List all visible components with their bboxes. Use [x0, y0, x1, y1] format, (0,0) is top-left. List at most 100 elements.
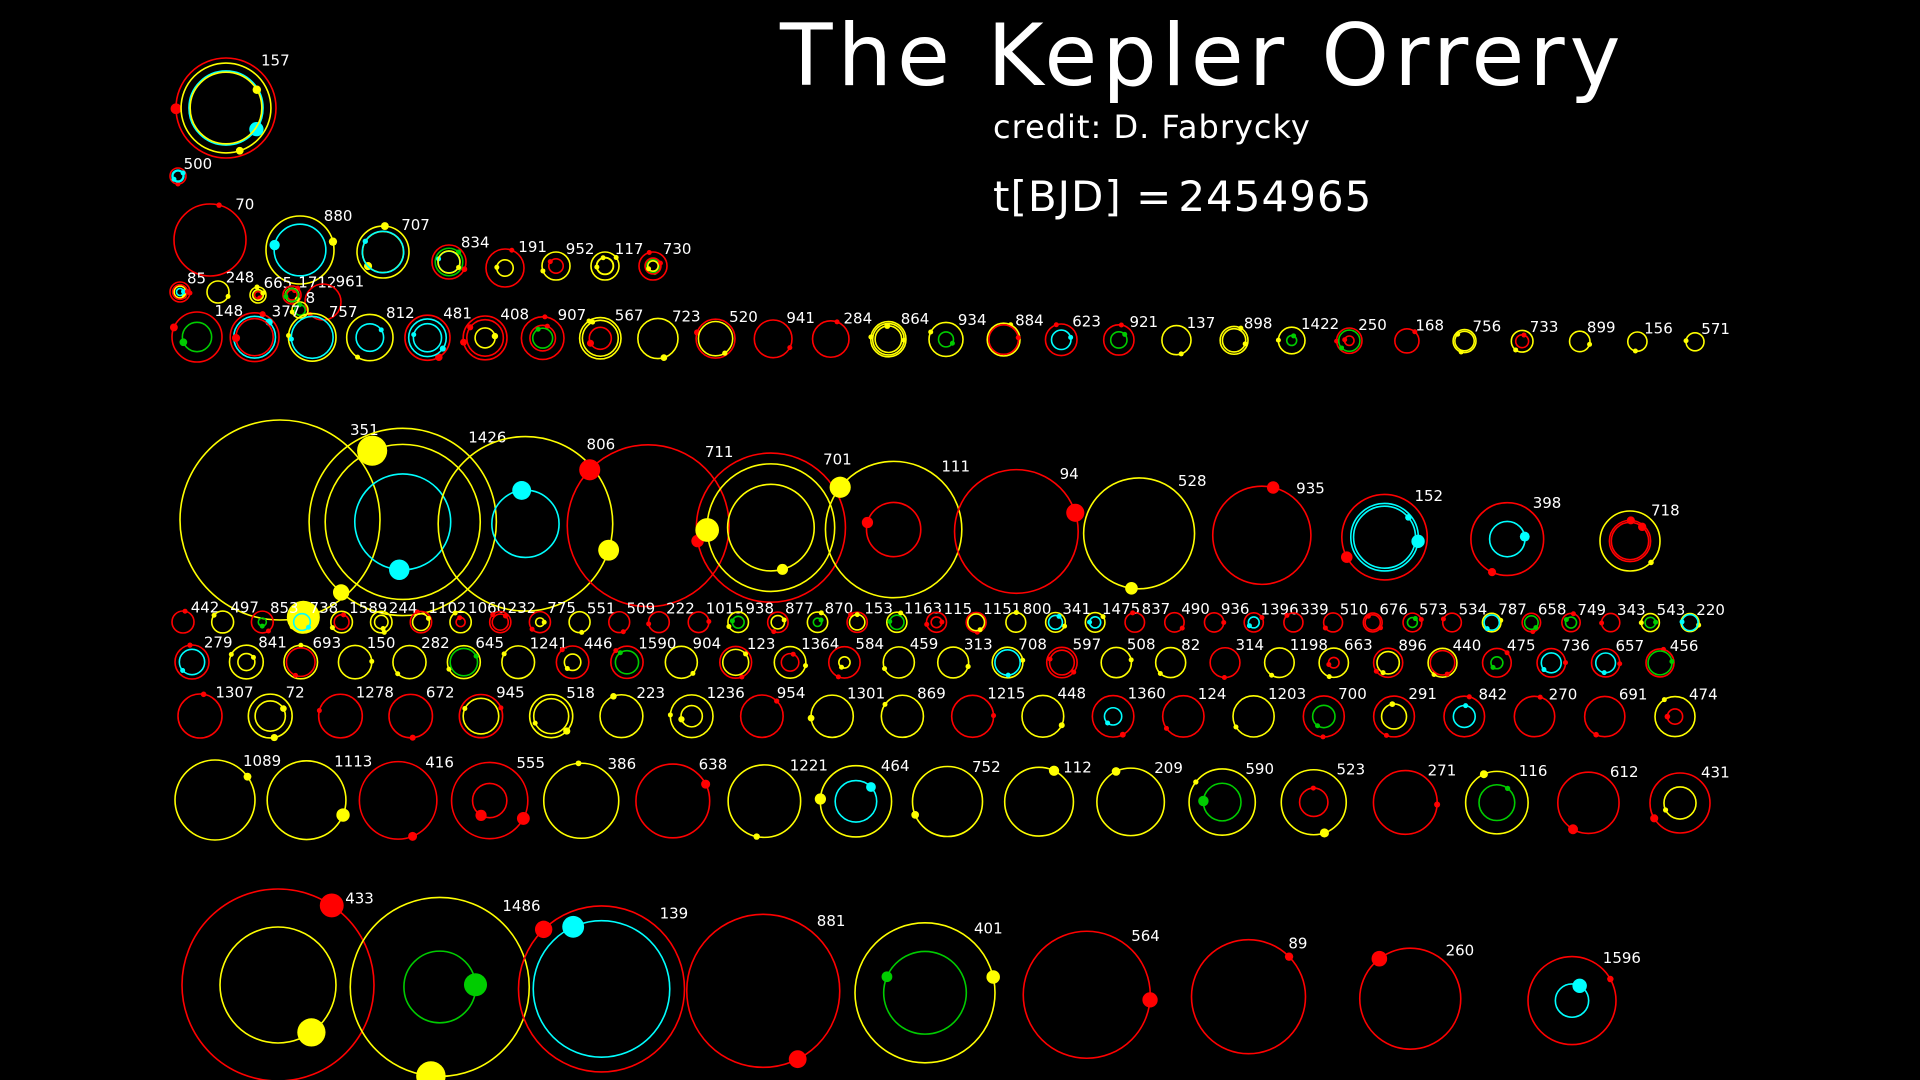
- orbit: [273, 223, 327, 277]
- orbit: [174, 759, 256, 841]
- orbit: [1443, 695, 1486, 738]
- orbit: [1362, 612, 1383, 633]
- planet: [939, 619, 945, 625]
- planetary-system: 663: [1318, 636, 1373, 680]
- planet: [1568, 824, 1578, 835]
- system-label: 474: [1689, 686, 1718, 704]
- orbit: [1427, 647, 1458, 679]
- orbit: [172, 170, 184, 182]
- orbit: [181, 321, 213, 353]
- system-label: 398: [1533, 494, 1562, 512]
- system-label: 1221: [790, 756, 828, 774]
- planetary-system: 139: [517, 904, 688, 1073]
- planet: [1418, 616, 1424, 622]
- planet: [1310, 785, 1316, 791]
- system-label: 260: [1446, 942, 1475, 960]
- planetary-system: 543: [1638, 601, 1685, 633]
- orbit: [928, 321, 964, 358]
- planet: [559, 647, 565, 653]
- planet: [562, 915, 585, 938]
- planet: [516, 811, 530, 825]
- system-label: 94: [1060, 465, 1079, 483]
- orbit: [290, 315, 334, 360]
- planet: [380, 222, 389, 231]
- system-label: 386: [608, 755, 637, 773]
- planet: [328, 237, 338, 246]
- system-label: 523: [1337, 761, 1366, 779]
- system-label: 282: [421, 634, 450, 652]
- orbit: [188, 70, 264, 146]
- planet: [170, 103, 182, 115]
- orbit: [1202, 782, 1242, 822]
- planet: [416, 1061, 446, 1080]
- page-title: The Kepler Orrery: [780, 6, 1626, 106]
- planetary-system: 638: [635, 756, 727, 839]
- planet: [542, 314, 548, 320]
- planetary-system: 401: [854, 919, 1003, 1064]
- planetary-system: 442: [171, 599, 219, 634]
- planetary-system: 676: [1362, 600, 1408, 633]
- planet: [887, 618, 893, 624]
- orbit: [369, 610, 393, 634]
- planet: [1513, 347, 1519, 353]
- orbit: [1649, 772, 1711, 834]
- planetary-system: 757: [286, 303, 358, 362]
- orbit: [237, 652, 256, 672]
- planet: [540, 268, 546, 274]
- orbit: [1322, 612, 1344, 633]
- system-label: 509: [627, 599, 656, 617]
- orbit: [1540, 652, 1563, 674]
- orbit: [638, 251, 668, 281]
- system-label: 551: [587, 599, 616, 617]
- planet: [1068, 334, 1074, 340]
- planetary-system: 945: [458, 684, 525, 739]
- orbit: [1298, 787, 1329, 818]
- orbit: [282, 285, 302, 305]
- planet: [1593, 731, 1599, 738]
- system-label: 945: [496, 684, 525, 702]
- planet: [866, 782, 876, 792]
- system-label: 1396: [1260, 600, 1298, 618]
- planetary-system: 623: [1044, 312, 1101, 357]
- system-label: 520: [729, 308, 758, 326]
- planetary-system: 313: [936, 635, 993, 679]
- system-label: 1113: [334, 753, 372, 771]
- orbit: [1243, 612, 1265, 633]
- orbit: [773, 645, 807, 679]
- orbit: [1154, 646, 1187, 679]
- planet: [1319, 828, 1329, 838]
- planet: [1119, 731, 1126, 738]
- system-label: 899: [1587, 319, 1616, 337]
- system-label: 279: [204, 634, 233, 652]
- planet: [726, 623, 732, 629]
- planet: [657, 260, 663, 266]
- planet: [1193, 779, 1199, 785]
- planet: [456, 264, 462, 270]
- planet: [790, 651, 796, 657]
- orbit: [345, 313, 394, 362]
- planet: [1284, 952, 1294, 961]
- system-label: 500: [184, 155, 213, 173]
- planetary-system: 736: [1536, 637, 1590, 678]
- planet: [949, 340, 955, 346]
- system-label: 869: [917, 684, 946, 702]
- orbit: [434, 247, 464, 277]
- planetary-system: 339: [1283, 600, 1329, 633]
- orbit: [411, 612, 431, 632]
- system-label: 711: [705, 443, 734, 461]
- planet: [814, 793, 827, 805]
- system-label: 1089: [243, 752, 281, 770]
- planet: [171, 176, 177, 182]
- planet: [965, 663, 971, 670]
- orbit: [1003, 766, 1075, 837]
- system-label: 1590: [638, 635, 676, 653]
- orbit: [824, 460, 963, 599]
- system-label: 534: [1459, 601, 1488, 619]
- orbit: [766, 611, 789, 634]
- planet: [646, 266, 652, 272]
- planet: [1284, 612, 1290, 618]
- planetary-system: 474: [1654, 686, 1718, 738]
- system-label: 657: [1616, 637, 1645, 655]
- orbit: [1102, 324, 1135, 356]
